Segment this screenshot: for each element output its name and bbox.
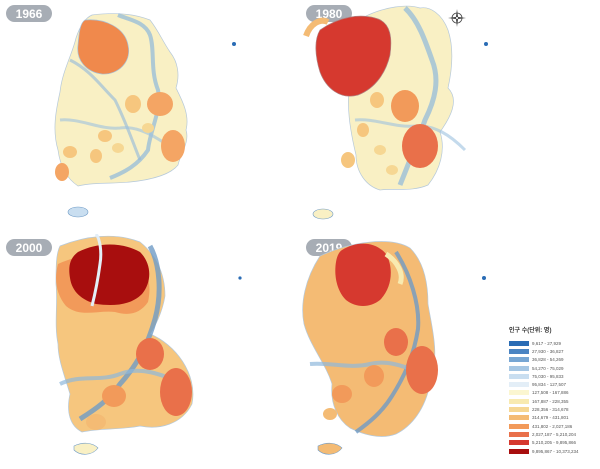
legend-item: 127,508 - 167,886 bbox=[509, 389, 597, 397]
legend-swatch bbox=[509, 440, 529, 446]
year-badge: 1966 bbox=[6, 5, 52, 22]
legend-item: 228,356 - 314,678 bbox=[509, 405, 597, 413]
legend-swatch bbox=[509, 423, 529, 429]
map-panel-2019: 2019 bbox=[300, 234, 600, 468]
legend-label: 127,508 - 167,886 bbox=[532, 390, 569, 396]
map-panel-1966: 1966 bbox=[0, 0, 300, 234]
year-badge: 2000 bbox=[6, 239, 52, 256]
legend-title: 인구 수(단위: 명) bbox=[509, 328, 552, 334]
legend-label: 95,834 - 127,507 bbox=[532, 382, 567, 388]
legend-item: 2,027,187 - 5,210,204 bbox=[509, 430, 597, 438]
legend-label: 27,930 - 36,827 bbox=[532, 348, 564, 354]
legend-swatch bbox=[509, 373, 529, 379]
cartogram-map bbox=[303, 5, 488, 220]
legend-label: 314,679 - 431,801 bbox=[532, 415, 569, 421]
legend-item: 75,030 - 95,833 bbox=[509, 372, 597, 380]
map-panel-1980: 1980 bbox=[300, 0, 600, 234]
legend-items: 9,617 - 27,929 27,930 - 36,827 36,828 - 54… bbox=[509, 339, 597, 455]
legend-swatch bbox=[509, 390, 529, 396]
north-arrow-compass-icon bbox=[448, 8, 466, 28]
cartogram-map bbox=[55, 234, 242, 455]
legend-item: 9,617 - 27,929 bbox=[509, 339, 597, 347]
map-panel-2000: 2000 bbox=[0, 234, 300, 468]
legend-item: 36,828 - 54,269 bbox=[509, 356, 597, 364]
legend-item: 314,679 - 431,801 bbox=[509, 414, 597, 422]
legend-item: 431,802 - 2,027,186 bbox=[509, 422, 597, 430]
legend-label: 2,027,187 - 5,210,204 bbox=[532, 431, 577, 437]
year-badge: 1980 bbox=[306, 5, 352, 22]
legend-swatch bbox=[509, 407, 529, 413]
cartogram-map bbox=[302, 241, 486, 455]
legend-swatch bbox=[509, 398, 529, 404]
legend-label: 431,802 - 2,027,186 bbox=[532, 423, 573, 429]
legend-label: 167,887 - 228,355 bbox=[532, 398, 569, 404]
legend-label: 75,030 - 95,833 bbox=[532, 373, 564, 379]
legend-label: 9,617 - 27,929 bbox=[532, 340, 562, 346]
legend-label: 54,270 - 75,029 bbox=[532, 365, 564, 371]
legend-swatch bbox=[509, 448, 529, 454]
legend-label: 9,895,867 - 10,373,234 bbox=[532, 448, 579, 454]
legend-swatch bbox=[509, 431, 529, 437]
legend-item: 5,210,205 - 9,895,866 bbox=[509, 439, 597, 447]
legend-item: 54,270 - 75,029 bbox=[509, 364, 597, 372]
legend: 인구 수(단위: 명) 9,617 - 27,929 27,930 - 36,82… bbox=[509, 325, 597, 455]
legend-label: 36,828 - 54,269 bbox=[532, 357, 564, 363]
legend-item: 95,834 - 127,507 bbox=[509, 380, 597, 388]
legend-swatch bbox=[509, 365, 529, 371]
legend-swatch bbox=[509, 357, 529, 363]
legend-swatch bbox=[509, 382, 529, 388]
legend-swatch bbox=[509, 340, 529, 346]
legend-item: 27,930 - 36,827 bbox=[509, 347, 597, 355]
legend-label: 228,356 - 314,678 bbox=[532, 407, 569, 413]
legend-label: 5,210,205 - 9,895,866 bbox=[532, 440, 577, 446]
legend-item: 167,887 - 228,355 bbox=[509, 397, 597, 405]
cartogram-map bbox=[54, 13, 236, 218]
legend-item: 9,895,867 - 10,373,234 bbox=[509, 447, 597, 455]
legend-swatch bbox=[509, 348, 529, 354]
legend-swatch bbox=[509, 415, 529, 421]
